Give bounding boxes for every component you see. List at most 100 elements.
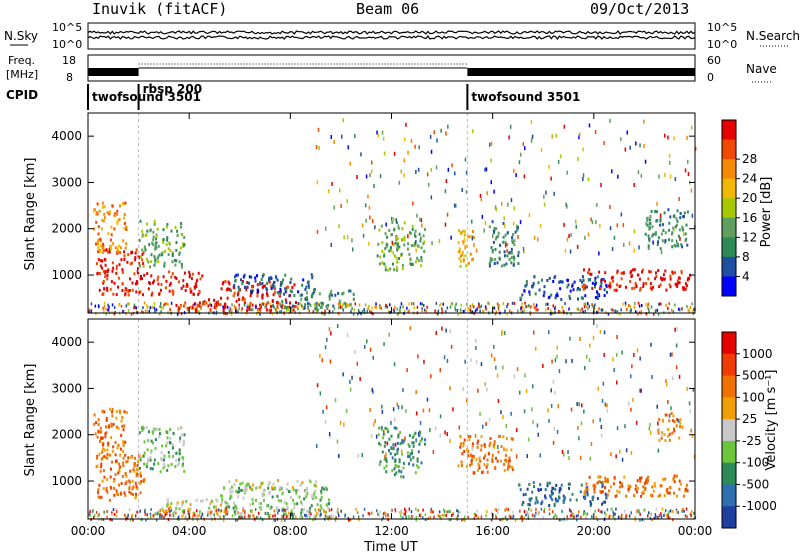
range-cell bbox=[119, 447, 122, 451]
range-cell bbox=[144, 508, 146, 512]
range-cell bbox=[660, 436, 663, 440]
range-cell bbox=[220, 296, 222, 300]
range-cell bbox=[461, 250, 464, 254]
range-cell bbox=[423, 442, 426, 446]
range-cell bbox=[379, 262, 381, 266]
range-cell bbox=[480, 515, 483, 519]
range-cell bbox=[641, 270, 643, 274]
range-cell bbox=[493, 357, 496, 362]
range-cell bbox=[616, 489, 619, 493]
range-cell bbox=[512, 514, 515, 518]
range-cell bbox=[566, 278, 569, 282]
range-cell bbox=[159, 470, 162, 474]
range-cell bbox=[269, 302, 271, 306]
range-cell bbox=[273, 518, 275, 522]
range-cell bbox=[554, 358, 557, 363]
range-cell bbox=[590, 272, 593, 276]
range-cell bbox=[552, 280, 555, 283]
range-cell bbox=[531, 285, 534, 289]
range-cell bbox=[686, 305, 688, 308]
range-cell bbox=[600, 308, 603, 312]
range-cell bbox=[110, 233, 113, 237]
range-cell bbox=[460, 259, 462, 263]
range-cell bbox=[222, 308, 225, 312]
range-cell bbox=[476, 441, 479, 445]
range-cell bbox=[664, 133, 666, 138]
range-cell bbox=[405, 409, 407, 414]
range-cell bbox=[301, 510, 304, 514]
range-cell bbox=[182, 458, 185, 462]
range-cell bbox=[232, 501, 235, 505]
range-cell bbox=[648, 227, 651, 231]
range-cell bbox=[93, 209, 96, 213]
range-cell bbox=[502, 365, 504, 370]
range-cell bbox=[340, 509, 342, 513]
range-cell bbox=[635, 490, 638, 494]
range-cell bbox=[616, 283, 619, 287]
range-cell bbox=[160, 457, 163, 461]
range-cell bbox=[463, 309, 465, 313]
range-cell bbox=[578, 510, 580, 514]
range-cell bbox=[469, 435, 472, 438]
range-cell bbox=[451, 514, 453, 517]
range-cell bbox=[569, 508, 571, 512]
range-cell bbox=[280, 304, 283, 308]
range-cell bbox=[378, 426, 380, 430]
nsky-tick-bottom: 10^0 bbox=[52, 38, 82, 51]
range-cell bbox=[514, 230, 517, 234]
range-cell bbox=[502, 302, 505, 306]
range-cell bbox=[314, 508, 317, 512]
range-cell bbox=[285, 502, 288, 506]
range-cell bbox=[330, 289, 333, 293]
range-cell bbox=[271, 486, 274, 490]
range-cell bbox=[532, 481, 535, 485]
range-cell bbox=[99, 237, 102, 241]
range-cell bbox=[189, 503, 192, 507]
range-cell bbox=[613, 288, 616, 292]
range-cell bbox=[130, 456, 133, 459]
range-cell bbox=[118, 218, 121, 222]
range-cell bbox=[149, 451, 152, 455]
range-cell bbox=[415, 411, 418, 416]
range-cell bbox=[591, 515, 593, 519]
range-cell bbox=[457, 464, 460, 468]
range-cell bbox=[101, 266, 104, 270]
range-cell bbox=[385, 514, 387, 518]
range-cell bbox=[145, 518, 147, 522]
range-cell bbox=[175, 303, 178, 307]
range-cell bbox=[604, 271, 607, 275]
range-cell bbox=[530, 120, 533, 125]
range-cell bbox=[669, 277, 672, 281]
x-tick-label: 12:00 bbox=[374, 524, 409, 538]
range-cell bbox=[492, 233, 494, 238]
range-cell bbox=[238, 490, 241, 494]
range-cell bbox=[227, 287, 230, 291]
range-cell bbox=[625, 448, 628, 453]
range-cell bbox=[313, 514, 316, 518]
range-cell bbox=[138, 466, 141, 470]
range-cell bbox=[300, 500, 303, 504]
range-cell bbox=[116, 446, 119, 450]
range-cell bbox=[420, 256, 423, 260]
range-cell bbox=[258, 486, 260, 489]
range-cell bbox=[503, 463, 506, 466]
range-cell bbox=[272, 293, 275, 297]
range-cell bbox=[124, 482, 127, 486]
range-cell bbox=[269, 513, 271, 517]
range-cell bbox=[116, 212, 119, 216]
range-cell bbox=[677, 418, 679, 423]
range-cell bbox=[265, 287, 268, 291]
range-cell bbox=[651, 518, 653, 522]
range-cell bbox=[439, 515, 441, 519]
range-cell bbox=[380, 224, 383, 228]
range-cell bbox=[282, 278, 285, 282]
range-cell bbox=[670, 406, 672, 411]
range-cell bbox=[412, 244, 415, 248]
range-cell bbox=[144, 233, 147, 237]
range-cell bbox=[649, 430, 652, 435]
range-cell bbox=[658, 514, 661, 518]
range-cell bbox=[400, 514, 402, 518]
range-cell bbox=[506, 436, 508, 440]
range-cell bbox=[418, 514, 421, 517]
range-cell bbox=[316, 180, 319, 185]
